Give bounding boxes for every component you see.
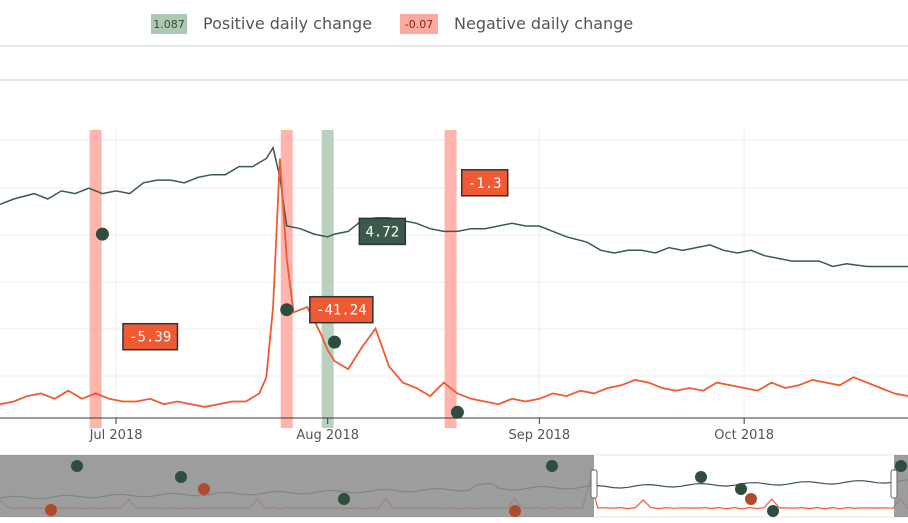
annotations: -5.39 -41.24 4.72 -1.3 [122, 169, 509, 351]
legend-badge-negative [400, 14, 438, 34]
range-slider[interactable] [0, 454, 908, 518]
legend-item-positive[interactable]: 1.087 Positive daily change [151, 14, 372, 34]
event-marker[interactable] [280, 303, 294, 317]
legend-badge-positive-text: 1.087 [153, 18, 185, 31]
mini-marker [45, 504, 57, 516]
legend-item-negative[interactable]: -0.07 Negative daily change [400, 14, 633, 34]
mini-marker [71, 460, 83, 472]
series-line-price [0, 145, 908, 268]
x-axis-ticks: Jul 2018 Aug 2018 Sep 2018 Oct 2018 [89, 418, 774, 443]
annotation-negative: -5.39 [122, 322, 179, 351]
x-tick-label: Jul 2018 [89, 428, 143, 443]
highlight-bands [89, 130, 457, 428]
mini-marker [175, 471, 187, 483]
range-slider-handle-left[interactable] [590, 469, 598, 499]
legend-label-positive: Positive daily change [203, 14, 372, 33]
legend[interactable]: 1.087 Positive daily change -0.07 Negati… [151, 14, 633, 34]
legend-badge-positive [151, 14, 187, 34]
mini-marker [735, 483, 747, 495]
mini-marker [546, 460, 558, 472]
mini-marker [767, 505, 779, 517]
event-markers [95, 227, 464, 419]
band-negative [280, 130, 293, 428]
series-lines [0, 145, 908, 408]
mini-marker [198, 483, 210, 495]
band-negative [89, 130, 102, 428]
range-slider-handle-right[interactable] [890, 469, 898, 499]
range-slider-markers [45, 460, 907, 517]
mini-marker [695, 471, 707, 483]
event-marker[interactable] [328, 335, 342, 349]
mini-marker [895, 460, 907, 472]
annotation-label: -1.3 [468, 176, 502, 192]
mini-marker [745, 493, 757, 505]
x-tick-label: Aug 2018 [296, 428, 359, 443]
annotation-label: 4.72 [365, 224, 399, 240]
annotation-negative: -1.3 [460, 169, 509, 197]
mini-marker [509, 505, 521, 517]
legend-badge-negative-text: -0.07 [405, 18, 433, 31]
annotation-label: -5.39 [129, 330, 171, 346]
range-slider-mask-left [0, 455, 594, 517]
event-marker[interactable] [450, 405, 464, 419]
x-tick-label: Sep 2018 [508, 428, 570, 443]
band-negative [444, 130, 457, 428]
annotation-positive: 4.72 [358, 217, 407, 246]
mini-marker [338, 493, 350, 505]
event-marker[interactable] [95, 227, 109, 241]
x-tick-label: Oct 2018 [714, 428, 774, 443]
legend-label-negative: Negative daily change [454, 14, 633, 33]
annotation-label: -41.24 [316, 303, 367, 319]
series-line-change [0, 158, 908, 408]
annotation-negative: -41.24 [309, 295, 374, 324]
band-positive [321, 130, 334, 428]
